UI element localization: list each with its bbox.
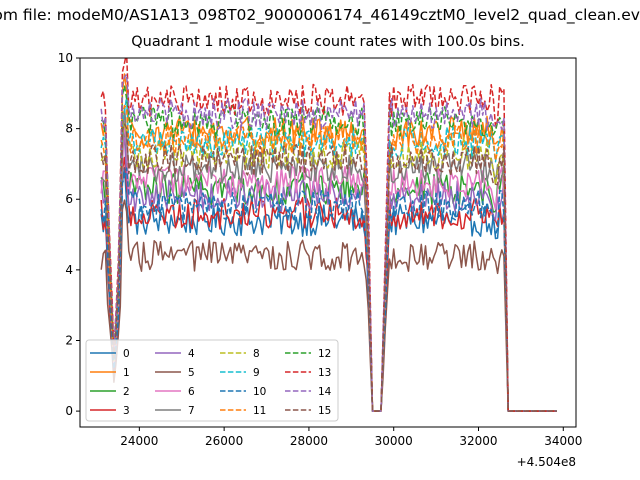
series-layer (100, 58, 557, 412)
legend-label-10: 10 (253, 386, 266, 398)
legend-label-14: 14 (318, 386, 332, 398)
series-line-12 (100, 85, 557, 412)
x-tick-label: 26000 (205, 434, 243, 448)
series-line-7 (100, 104, 557, 412)
y-tick-label: 4 (65, 263, 73, 277)
series-line-15 (100, 123, 557, 412)
x-offset-label: +4.504e8 (517, 455, 576, 469)
legend-label-0: 0 (123, 348, 130, 360)
y-tick-label: 8 (65, 122, 73, 136)
chart-title: Quadrant 1 module wise count rates with … (131, 34, 525, 50)
series-line-14 (100, 73, 557, 412)
figure-suptitle: Data from file: modeM0/AS1A13_098T02_900… (0, 6, 640, 24)
legend-label-15: 15 (318, 405, 331, 417)
y-tick-label: 0 (65, 404, 73, 418)
legend-label-12: 12 (318, 348, 331, 360)
legend-label-1: 1 (123, 367, 130, 379)
series-line-11 (100, 104, 557, 412)
x-tick-label: 30000 (375, 434, 413, 448)
legend-label-8: 8 (253, 348, 260, 360)
x-tick-label: 34000 (544, 434, 582, 448)
legend-box (85, 339, 339, 422)
legend-label-13: 13 (318, 367, 331, 379)
y-tick-label: 2 (65, 333, 73, 347)
legend-label-5: 5 (188, 367, 195, 379)
legend-label-9: 9 (253, 367, 260, 379)
y-tick-label: 10 (58, 51, 73, 65)
legend-label-3: 3 (123, 405, 130, 417)
series-line-6 (100, 120, 557, 412)
legend-label-4: 4 (188, 348, 195, 360)
series-line-8 (100, 122, 557, 412)
legend-label-7: 7 (188, 405, 195, 417)
x-axis: 24000 26000 28000 30000 32000 34000 (120, 427, 582, 448)
x-tick-label: 28000 (290, 434, 328, 448)
legend-label-2: 2 (123, 386, 130, 398)
legend-label-6: 6 (188, 386, 195, 398)
series-line-5 (100, 199, 557, 412)
x-tick-label: 32000 (459, 434, 497, 448)
legend-label-11: 11 (253, 405, 266, 417)
y-axis: 0 2 4 6 8 10 (58, 51, 80, 418)
series-line-3 (100, 156, 557, 412)
x-tick-label: 24000 (120, 434, 158, 448)
y-tick-label: 6 (65, 192, 73, 206)
axes-frame (79, 57, 577, 428)
series-line-10 (100, 167, 557, 412)
